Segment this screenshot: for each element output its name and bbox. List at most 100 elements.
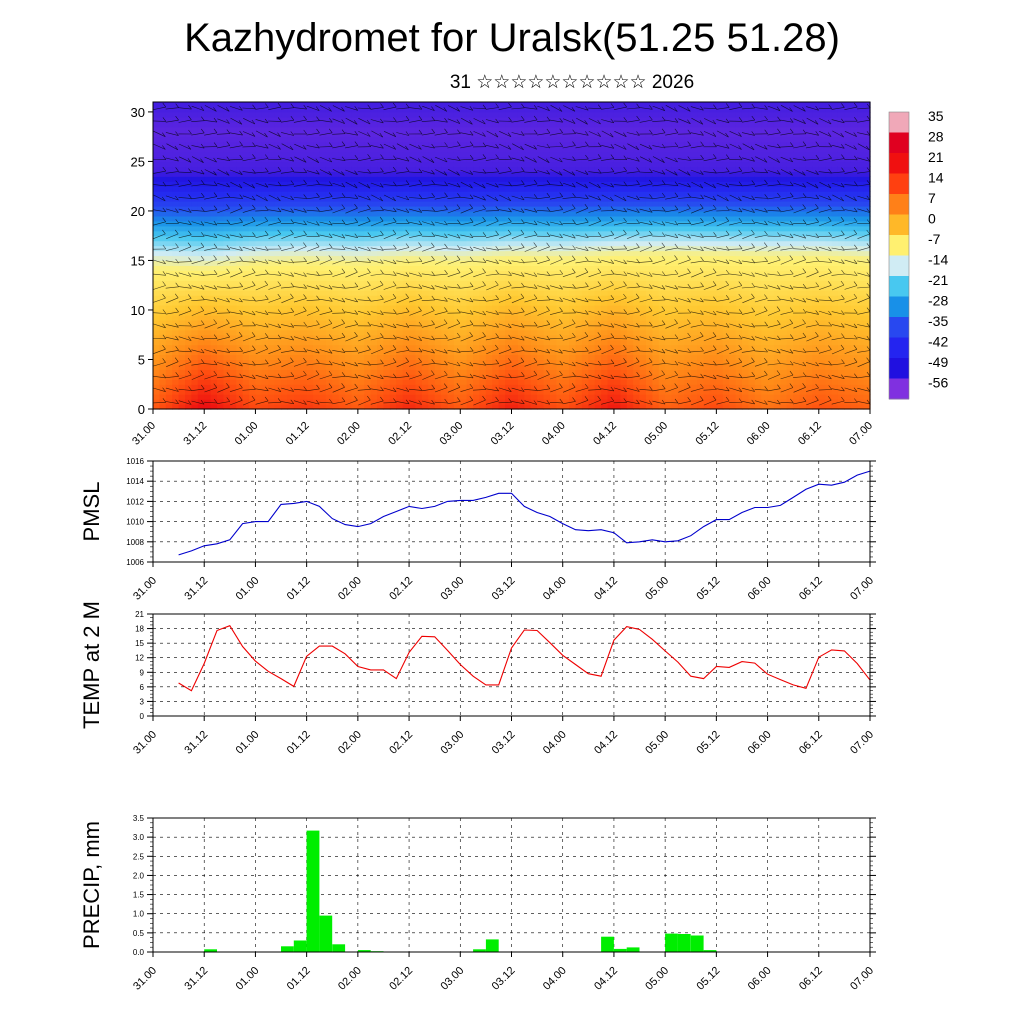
heatmap-cell (351, 121, 359, 128)
heatmap-cell (306, 191, 314, 197)
heatmap-cell (268, 255, 276, 262)
heatmap-cell (485, 290, 493, 296)
heatmap-cell (543, 156, 551, 163)
heatmap-cell (293, 191, 301, 197)
heatmap-cell (159, 131, 167, 138)
heatmap-cell (485, 324, 493, 331)
heatmap-cell (562, 210, 570, 217)
heatmap-cell (645, 136, 653, 143)
heatmap-cell (229, 324, 237, 331)
heatmap-cell (185, 394, 193, 400)
heatmap-cell (313, 354, 321, 361)
heatmap-cell (607, 171, 615, 177)
heatmap-cell (268, 205, 276, 212)
heatmap-cell (466, 205, 474, 212)
heatmap-cell (633, 186, 641, 192)
heatmap-cell (505, 324, 513, 331)
heatmap-cell (492, 280, 500, 286)
heatmap-cell (556, 265, 564, 271)
heatmap-cell (562, 359, 570, 366)
heatmap-cell (261, 240, 269, 247)
heatmap-cell (613, 166, 621, 172)
heatmap-cell (524, 161, 532, 167)
heatmap-cell (197, 285, 205, 291)
heatmap-cell (665, 245, 673, 252)
heatmap-cell (530, 275, 538, 281)
heatmap-cell (370, 196, 378, 202)
heatmap-cell (626, 136, 634, 143)
heatmap-cell (588, 275, 596, 281)
heatmap-cell (549, 201, 557, 207)
heatmap-cell (594, 196, 602, 202)
heatmap-cell (153, 141, 160, 148)
heatmap-cell (185, 260, 193, 266)
heatmap-cell (313, 161, 321, 167)
heatmap-cell (261, 349, 269, 356)
heatmap-cell (364, 111, 372, 118)
heatmap-cell (626, 290, 634, 296)
heatmap-cell (588, 121, 596, 128)
heatmap-cell (172, 354, 180, 361)
heatmap-cell (402, 191, 410, 197)
heatmap-cell (453, 196, 461, 202)
heatmap-cell (530, 225, 538, 232)
heatmap-cell (389, 230, 397, 237)
heatmap-cell (345, 255, 353, 262)
heatmap-cell (575, 324, 583, 331)
heatmap-cell (249, 166, 257, 172)
heatmap-cell (204, 339, 212, 346)
heatmap-cell (626, 176, 634, 182)
heatmap-cell (357, 225, 365, 232)
heatmap-cell (492, 126, 500, 133)
heatmap-cell (517, 210, 525, 217)
heatmap-cell (601, 186, 609, 192)
heatmap-cell (549, 305, 557, 311)
heatmap-cell (524, 136, 532, 143)
heatmap-cell (665, 290, 673, 296)
heatmap-cell (601, 359, 609, 366)
heatmap-cell (364, 255, 372, 262)
heatmap-cell (306, 404, 314, 410)
heatmap-cell (447, 349, 455, 356)
heatmap-cell (197, 394, 205, 400)
heatmap-cell (153, 300, 160, 306)
heatmap-cell (652, 280, 660, 286)
heatmap-cell (453, 250, 461, 257)
heatmap-cell (588, 240, 596, 247)
heatmap-cell (255, 215, 263, 222)
heatmap-cell (338, 339, 346, 346)
heatmap-cell (351, 260, 359, 266)
heatmap-cell (652, 136, 660, 143)
heatmap-cell (159, 349, 167, 356)
heatmap-cell (549, 205, 557, 212)
heatmap-cell (325, 161, 333, 167)
heatmap-cell (300, 196, 308, 202)
heatmap-cell (498, 111, 506, 118)
heatmap-cell (249, 265, 257, 271)
heatmap-cell (607, 151, 615, 158)
heatmap-cell (524, 201, 532, 207)
heatmap-cell (293, 230, 301, 237)
heatmap-cell (524, 394, 532, 400)
heatmap-cell (242, 319, 250, 326)
heatmap-cell (421, 309, 429, 316)
heatmap-cell (453, 210, 461, 217)
heatmap-cell (601, 290, 609, 296)
heatmap-cell (626, 156, 634, 163)
heatmap-cell (607, 121, 615, 128)
heatmap-cell (402, 399, 410, 405)
heatmap-cell (511, 344, 519, 351)
heatmap-cell (332, 146, 340, 153)
heatmap-cell (434, 121, 442, 128)
heatmap-cell (261, 121, 269, 128)
heatmap-cell (185, 181, 193, 187)
heatmap-cell (383, 275, 391, 281)
heatmap-cell (159, 230, 167, 237)
heatmap-cell (652, 359, 660, 366)
heatmap-cell (383, 314, 391, 321)
heatmap-cell (492, 136, 500, 143)
heatmap-cell (473, 324, 481, 331)
heatmap-cell (511, 359, 519, 366)
heatmap-cell (197, 230, 205, 237)
heatmap-cell (626, 344, 634, 351)
